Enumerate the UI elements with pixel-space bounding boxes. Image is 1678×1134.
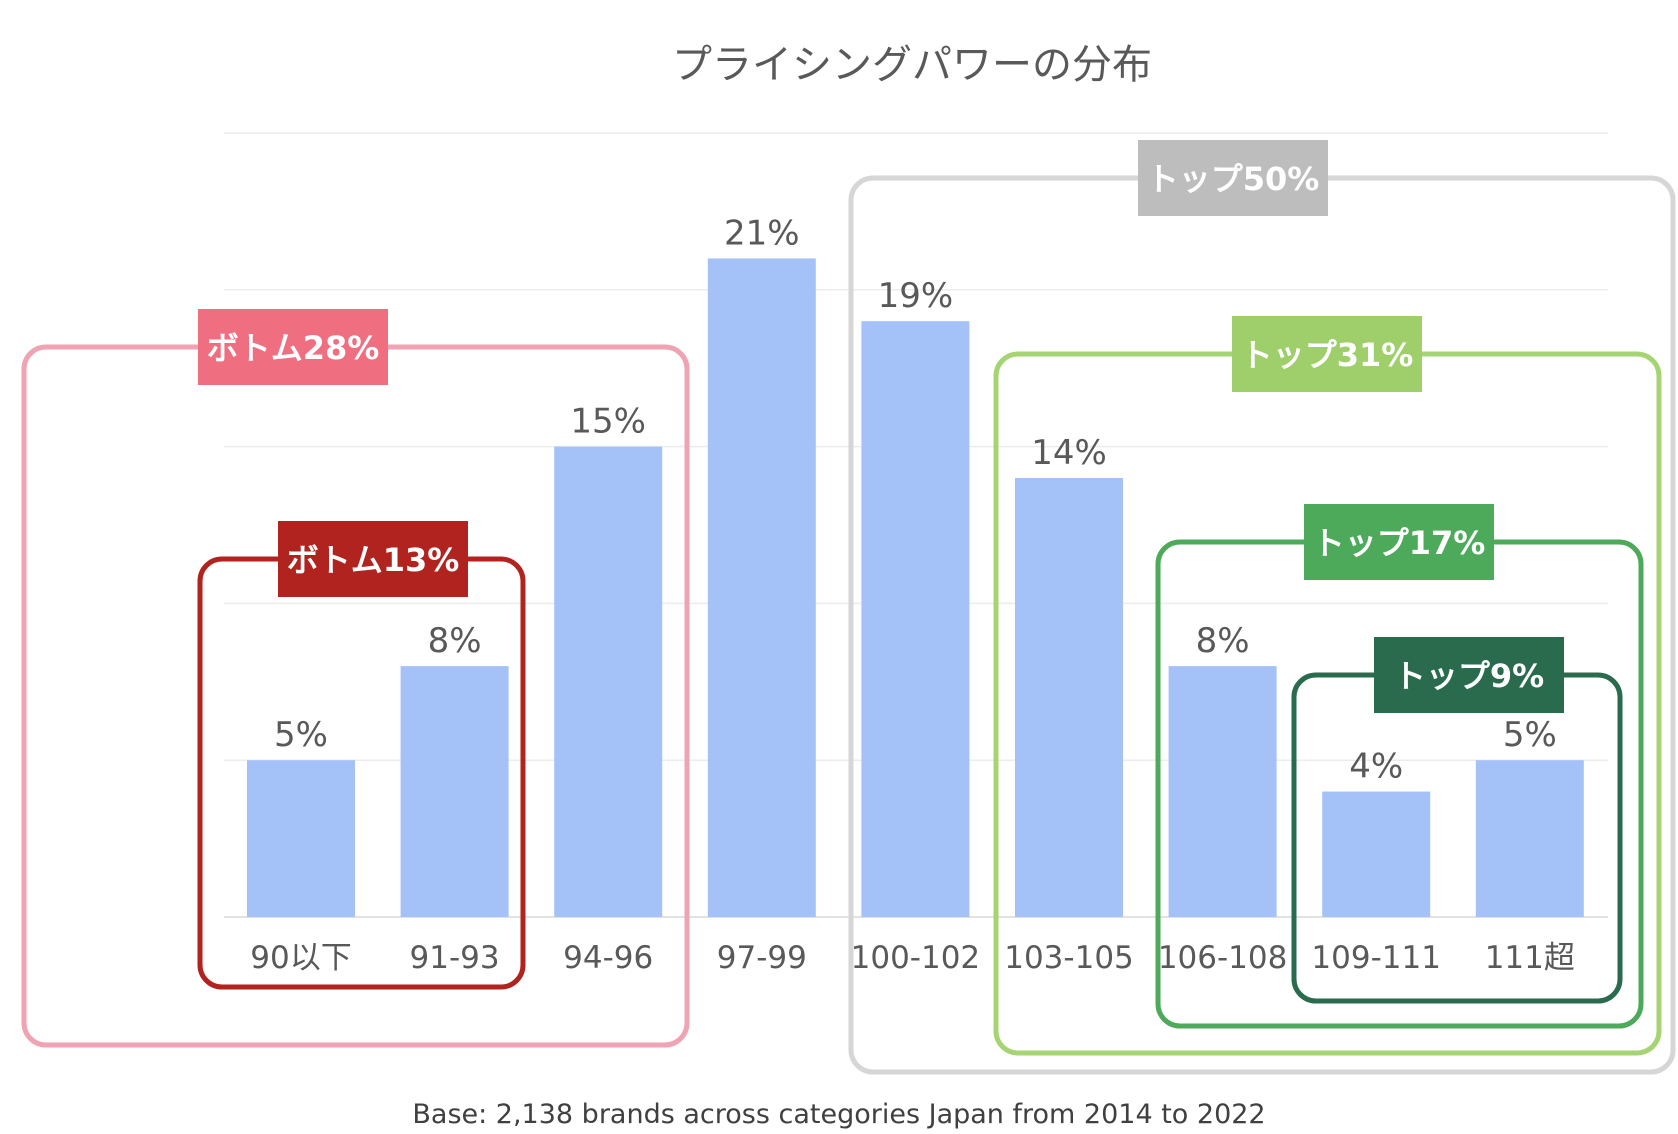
group-label: トップ31% bbox=[1241, 336, 1414, 374]
bar bbox=[861, 321, 970, 917]
bar bbox=[1322, 791, 1431, 917]
group-label-box bbox=[1138, 140, 1328, 216]
bar bbox=[247, 760, 355, 917]
bar bbox=[1168, 666, 1277, 917]
group-label: トップ9% bbox=[1394, 657, 1544, 695]
group-label-box bbox=[278, 521, 468, 597]
x-tick-label: 106-108 bbox=[1158, 940, 1288, 976]
group-label-box bbox=[198, 309, 388, 385]
x-tick-label: 97-99 bbox=[717, 940, 807, 976]
x-tick-label: 100-102 bbox=[851, 940, 981, 976]
bar-value-label: 21% bbox=[724, 213, 800, 253]
x-tick-label: 109-111 bbox=[1311, 940, 1441, 976]
group-frame bbox=[848, 175, 1676, 1075]
group-label: ボトム13% bbox=[287, 541, 460, 579]
group-label-box bbox=[1374, 637, 1564, 713]
x-tick-label: 103-105 bbox=[1004, 940, 1134, 976]
group-label: ボトム28% bbox=[207, 329, 380, 367]
x-tick-label: 94-96 bbox=[563, 940, 653, 976]
x-tick-label: 91-93 bbox=[410, 940, 500, 976]
bar bbox=[707, 258, 816, 917]
group-label-box bbox=[1232, 316, 1422, 392]
value-labels: 5% 8% 15% 21% 19% 14% 8% 4% 5% bbox=[274, 213, 1557, 786]
bar-value-label: 15% bbox=[570, 402, 646, 442]
group-labels: ボトム28% ボトム13% トップ50% トップ31% トップ17% トップ9% bbox=[198, 140, 1564, 713]
bar bbox=[1475, 760, 1584, 917]
group-label: トップ50% bbox=[1147, 160, 1320, 198]
bar bbox=[400, 666, 509, 917]
bar bbox=[554, 446, 663, 917]
x-tick-label: 111超 bbox=[1485, 940, 1575, 976]
footnote: Base: 2,138 brands across categories Jap… bbox=[412, 1099, 1265, 1130]
x-tick-labels: 90以下 91-93 94-96 97-99 100-102 103-105 106-108… bbox=[250, 940, 1575, 976]
bar-value-label: 19% bbox=[878, 276, 954, 316]
bar-value-label: 4% bbox=[1349, 747, 1403, 787]
group-label: トップ17% bbox=[1313, 524, 1486, 562]
bar-value-label: 5% bbox=[274, 715, 328, 755]
bar-value-label: 8% bbox=[1196, 621, 1250, 661]
bar bbox=[1015, 477, 1123, 917]
bar-value-label: 5% bbox=[1503, 715, 1557, 755]
x-tick-label: 90以下 bbox=[250, 940, 351, 976]
group-label-box bbox=[1304, 504, 1494, 580]
bars bbox=[247, 258, 1584, 917]
bar-value-label: 14% bbox=[1031, 433, 1107, 473]
bar-value-label: 8% bbox=[428, 621, 482, 661]
chart-title: プライシングパワーの分布 bbox=[672, 42, 1152, 88]
